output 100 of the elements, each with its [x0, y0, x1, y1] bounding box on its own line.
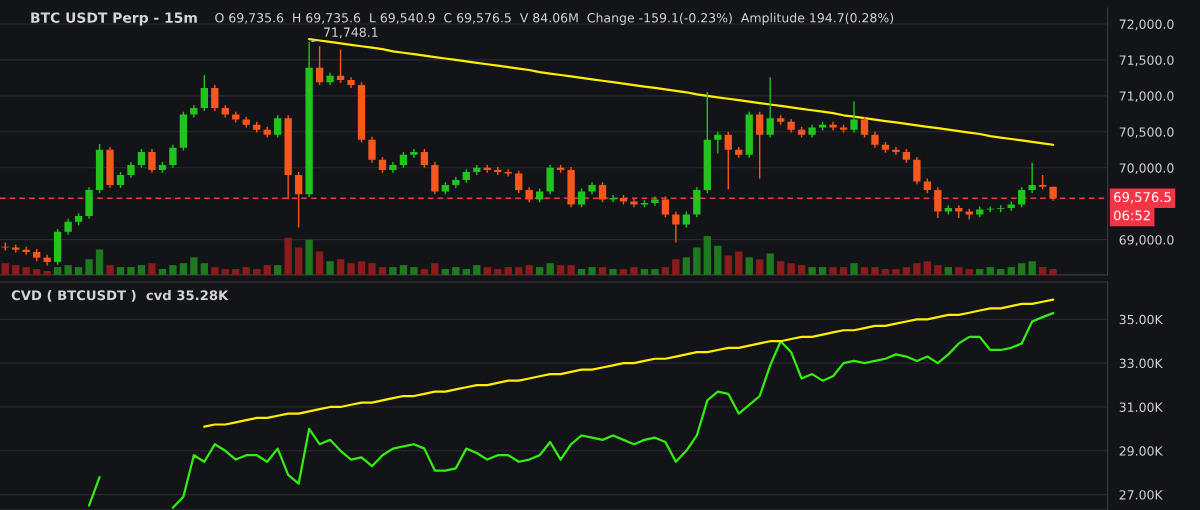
bar — [253, 269, 261, 275]
bar — [357, 261, 366, 275]
candlestick — [148, 148, 156, 174]
line-series — [308, 37, 1055, 146]
bar — [976, 269, 984, 275]
text: 06:52 — [1114, 210, 1150, 221]
candlestick — [850, 100, 858, 134]
bar — [504, 267, 512, 275]
bar — [735, 251, 743, 275]
y-tick-label: 71,500.0 — [1119, 55, 1174, 67]
candlestick — [1018, 186, 1026, 209]
candlestick — [860, 116, 869, 139]
candlestick — [515, 169, 523, 194]
candlestick — [274, 114, 282, 139]
bar — [839, 267, 848, 275]
bar — [315, 251, 324, 275]
candlestick — [137, 148, 146, 169]
bar — [347, 263, 355, 275]
bar — [818, 267, 827, 275]
bar — [378, 267, 387, 275]
bar — [630, 267, 638, 275]
bar — [95, 249, 104, 275]
bar — [556, 265, 565, 275]
bar — [483, 267, 491, 275]
bar — [756, 259, 764, 275]
bar — [452, 267, 460, 275]
bar — [399, 265, 408, 275]
bar — [525, 265, 533, 275]
bar — [127, 267, 135, 275]
candlestick — [661, 195, 670, 219]
candlestick — [577, 187, 586, 209]
candlestick — [410, 148, 418, 159]
bar — [913, 263, 921, 275]
bar — [200, 263, 208, 275]
bar — [693, 247, 701, 275]
bar — [242, 267, 250, 275]
candlestick — [766, 76, 774, 139]
ref-line-label: 69,576.5 — [1114, 192, 1171, 204]
candlestick — [598, 181, 607, 203]
candlestick — [714, 131, 722, 155]
bar — [53, 267, 62, 275]
bar — [274, 265, 282, 275]
bar — [808, 267, 816, 275]
candlestick — [724, 131, 732, 191]
bar — [221, 269, 229, 275]
candlestick — [934, 186, 942, 219]
bar — [850, 263, 858, 275]
bar — [777, 261, 785, 275]
bar — [336, 259, 345, 275]
bar — [148, 263, 156, 275]
bar — [43, 270, 51, 275]
candlestick — [892, 146, 900, 156]
bar — [263, 265, 271, 275]
bar — [515, 267, 523, 275]
y-tick-label: 72,000.0 — [1119, 19, 1174, 31]
bar — [682, 257, 691, 275]
bar — [619, 269, 628, 275]
bar — [703, 235, 711, 275]
bar — [661, 267, 670, 275]
y-tick-label: 70,000.0 — [1119, 163, 1174, 174]
bar — [410, 267, 418, 275]
candlestick — [200, 74, 208, 112]
bar — [1018, 263, 1026, 275]
bar — [441, 269, 450, 275]
candlestick — [368, 136, 376, 164]
bar — [1, 263, 9, 275]
bar — [305, 239, 313, 275]
y-tick-label: 70,500.0 — [1119, 127, 1174, 139]
bar — [829, 267, 837, 275]
y-tick-label: 31.00K — [1119, 402, 1163, 412]
bar — [1049, 269, 1057, 275]
candlestick — [420, 148, 429, 169]
bar — [567, 265, 575, 275]
bar — [944, 267, 952, 275]
bar — [860, 267, 869, 275]
bar — [902, 267, 911, 275]
candlestick — [169, 144, 177, 169]
bar — [294, 247, 303, 275]
bar — [169, 265, 177, 275]
bar — [179, 263, 188, 275]
candlestick — [1028, 162, 1036, 194]
bar — [462, 269, 470, 275]
chart-title: BTC USDT Perp - 15m — [31, 12, 197, 26]
bar — [1007, 267, 1015, 275]
bar — [106, 265, 114, 275]
bar — [368, 263, 376, 275]
y-tick-label: 69,000.0 — [1119, 235, 1174, 246]
bar — [211, 267, 219, 275]
bar — [923, 261, 932, 275]
bar — [598, 267, 607, 275]
bar — [997, 269, 1005, 275]
bar — [137, 265, 146, 275]
bar — [787, 263, 795, 275]
bar — [714, 245, 722, 275]
candlestick — [211, 84, 219, 112]
bar — [190, 257, 198, 275]
candlestick — [546, 164, 554, 196]
bar — [651, 269, 659, 275]
y-tick-label: 29.00K — [1119, 446, 1163, 456]
text: CVD ( BTCUSDT ) cvd 35.28K — [11, 290, 229, 302]
